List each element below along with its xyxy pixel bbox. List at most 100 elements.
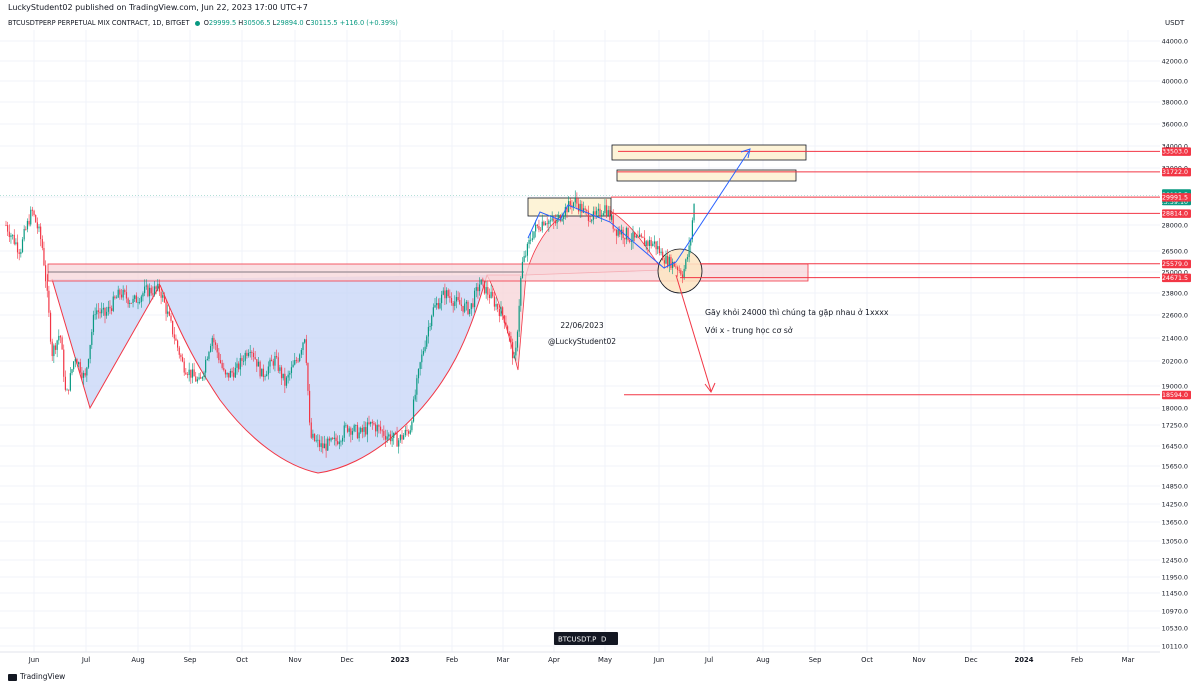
candle-body — [289, 372, 291, 375]
candle-body — [26, 220, 29, 230]
candle-body — [672, 261, 674, 269]
time-tick-label: Feb — [446, 656, 458, 664]
price-label-value: 24671.5 — [1162, 275, 1188, 282]
candle-body — [693, 203, 695, 221]
candle-body — [409, 430, 411, 434]
time-axis: Jun Jul Aug Sep Oct Nov Dec 2023 Feb Mar Apr May Jun… — [28, 656, 1135, 664]
candle-body — [58, 335, 60, 341]
candle-body — [513, 355, 515, 359]
time-tick-label: Jul — [81, 656, 90, 664]
candle-body — [261, 368, 263, 377]
down-arrow-line — [675, 274, 712, 392]
candle-body — [25, 229, 27, 230]
candle-body — [175, 338, 177, 341]
candle-body — [12, 234, 14, 236]
candle-body — [582, 208, 585, 213]
candle-body — [648, 240, 651, 246]
candle-body — [280, 367, 283, 379]
candle-body — [53, 345, 55, 357]
candle-body — [76, 359, 78, 365]
candle-body — [190, 369, 192, 378]
candle-body — [111, 308, 113, 311]
candle-body — [40, 226, 42, 240]
candle-body — [482, 279, 484, 281]
time-tick-label: Feb — [1071, 656, 1083, 664]
candle-body — [498, 308, 500, 317]
candle-body — [609, 210, 611, 220]
badge-interval: D — [601, 636, 606, 644]
candle-body — [129, 302, 131, 304]
price-tick-label: 23800.0 — [1162, 290, 1188, 298]
candle-body — [173, 334, 175, 339]
candle-body — [63, 349, 65, 377]
candle-body — [437, 302, 439, 309]
candle-body — [652, 243, 654, 246]
candle-body — [239, 358, 241, 370]
candle-body — [200, 377, 202, 379]
candle-body — [35, 214, 37, 223]
price-tick-label: 13650.0 — [1162, 519, 1188, 527]
candle-body — [342, 437, 344, 442]
candle-body — [54, 345, 57, 350]
candle-body — [497, 304, 499, 309]
candle-body — [441, 294, 443, 304]
candle-body — [568, 201, 570, 213]
candle-body — [96, 310, 98, 315]
candle-body — [587, 211, 590, 221]
candle-body — [346, 425, 349, 432]
candle-body — [525, 255, 527, 257]
candle-body — [447, 290, 449, 297]
candle-body — [87, 358, 90, 368]
candle-body — [653, 241, 656, 244]
candle-body — [686, 257, 689, 260]
bottom-badge: BTCUSDT.P D — [554, 632, 618, 645]
candle-body — [274, 356, 276, 366]
candle-body — [267, 366, 269, 375]
candle-body — [510, 336, 512, 343]
candle-body — [10, 235, 12, 238]
time-tick-label: Dec — [340, 656, 353, 664]
candle-body — [452, 303, 454, 306]
candle-body — [5, 225, 7, 226]
candle-body — [563, 215, 565, 219]
symbol-name[interactable]: BTCUSDTPERP PERPETUAL MIX CONTRACT, 1D, … — [8, 19, 190, 27]
candle-body — [617, 229, 619, 236]
candle-body — [130, 302, 132, 304]
candle-body — [269, 359, 271, 367]
candle-body — [33, 210, 35, 215]
candle-body — [421, 354, 423, 363]
candle-body — [366, 422, 368, 435]
candle-body — [632, 232, 634, 242]
candle-body — [231, 370, 233, 373]
candle-body — [218, 352, 220, 361]
candle-body — [328, 438, 330, 441]
price-tick-label: 40000.0 — [1162, 78, 1188, 86]
candle-body — [297, 360, 299, 362]
candle-body — [650, 240, 652, 246]
time-tick-label: 2024 — [1015, 656, 1034, 664]
candle-body — [422, 351, 425, 355]
candle-body — [581, 203, 583, 213]
currency-label: USDT — [1165, 19, 1185, 27]
candle-body — [403, 435, 405, 440]
price-tick-label: 11450.0 — [1162, 590, 1188, 598]
badge-symbol: BTCUSDT.P — [558, 636, 596, 644]
candle-body — [134, 295, 136, 299]
candle-body — [663, 260, 665, 264]
candle-body — [459, 300, 461, 305]
candle-body — [548, 220, 550, 225]
candle-body — [680, 270, 682, 275]
candle-body — [266, 374, 268, 377]
wave-path — [527, 204, 677, 269]
candle-body — [345, 425, 347, 427]
target-arrowhead-icon — [740, 148, 751, 159]
candle-body — [615, 229, 618, 236]
candle-body — [391, 438, 393, 442]
candle-body — [178, 347, 180, 355]
candle-body — [355, 425, 357, 426]
candle-body — [97, 310, 99, 312]
candle-body — [388, 434, 390, 437]
candle-body — [208, 351, 210, 359]
low-label: L — [272, 19, 277, 27]
